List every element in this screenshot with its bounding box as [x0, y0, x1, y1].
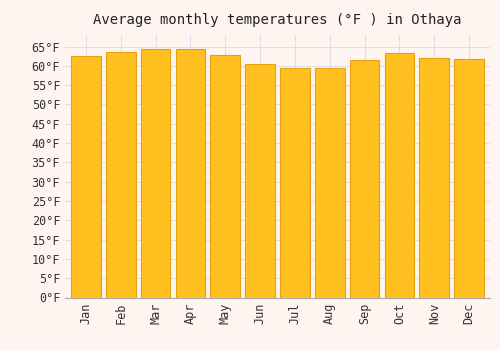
- Bar: [420, 58, 449, 298]
- Bar: [280, 68, 310, 298]
- Bar: [246, 64, 275, 298]
- Bar: [350, 60, 380, 298]
- Bar: [384, 53, 414, 298]
- Bar: [210, 55, 240, 298]
- Bar: [106, 52, 136, 298]
- Title: Average monthly temperatures (°F ) in Othaya: Average monthly temperatures (°F ) in Ot…: [93, 13, 462, 27]
- Bar: [176, 49, 205, 298]
- Bar: [141, 49, 171, 298]
- Bar: [71, 56, 101, 298]
- Bar: [315, 68, 344, 298]
- Bar: [454, 59, 484, 298]
